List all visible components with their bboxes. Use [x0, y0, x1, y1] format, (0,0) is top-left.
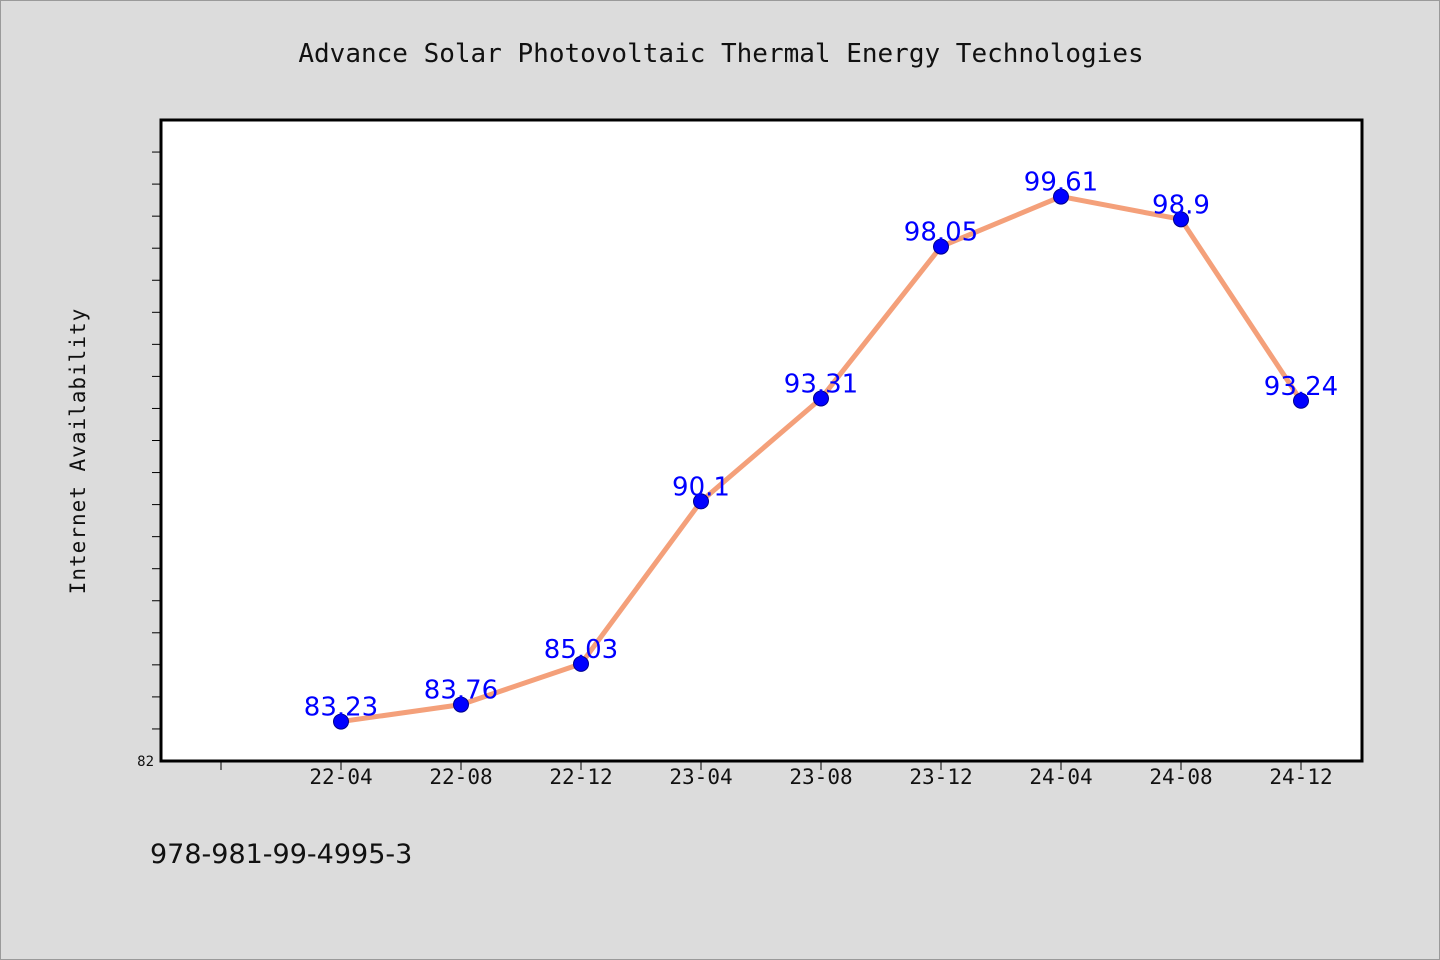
data-label: 83.23: [304, 693, 378, 723]
x-tick-label: 24-04: [1029, 765, 1092, 789]
data-label: 93.31: [784, 370, 858, 400]
data-label: 93.24: [1264, 372, 1338, 402]
data-point: [813, 390, 829, 407]
data-label: 90.1: [672, 472, 730, 502]
data-markers: [333, 188, 1309, 730]
data-point: [1293, 392, 1309, 409]
x-tick-label: 22-08: [429, 765, 492, 789]
data-point: [333, 713, 349, 730]
plot-area: [159, 118, 1364, 763]
x-tick-label: 24-12: [1269, 765, 1332, 789]
isbn-text: 978-981-99-4995-3: [150, 839, 412, 870]
data-point: [693, 493, 709, 510]
y-axis-label: Internet Availability: [66, 308, 90, 595]
data-label: 83.76: [424, 676, 498, 706]
chart-title: Advance Solar Photovoltaic Thermal Energ…: [298, 39, 1143, 69]
x-axis-ticks: [220, 761, 1302, 770]
x-axis-tick-labels: 22-04 22-08 22-12 23-04 23-08 23-12 24-04 24-08…: [309, 765, 1332, 789]
data-label: 98.9: [1152, 190, 1210, 220]
x-tick-label: 23-04: [669, 765, 732, 789]
data-label: 98.05: [904, 218, 978, 248]
data-label: 99.61: [1024, 168, 1098, 198]
data-labels: 83.23 83.76 85.03 90.1 93.31 98.05 99.61 98.9 93…: [304, 168, 1338, 723]
x-tick-label: 23-12: [909, 765, 972, 789]
data-point: [573, 655, 589, 672]
x-tick-label: 22-12: [549, 765, 612, 789]
data-label: 85.03: [544, 635, 618, 665]
y-axis-ticks: [152, 151, 161, 730]
y-axis-tick-label-min: 82: [137, 754, 154, 770]
data-point: [1173, 211, 1189, 228]
data-point: [453, 696, 469, 713]
data-point: [1053, 188, 1069, 205]
data-point: [933, 238, 949, 255]
x-tick-label: 23-08: [789, 765, 852, 789]
x-tick-label: 22-04: [309, 765, 372, 789]
x-tick-label: 24-08: [1149, 765, 1212, 789]
